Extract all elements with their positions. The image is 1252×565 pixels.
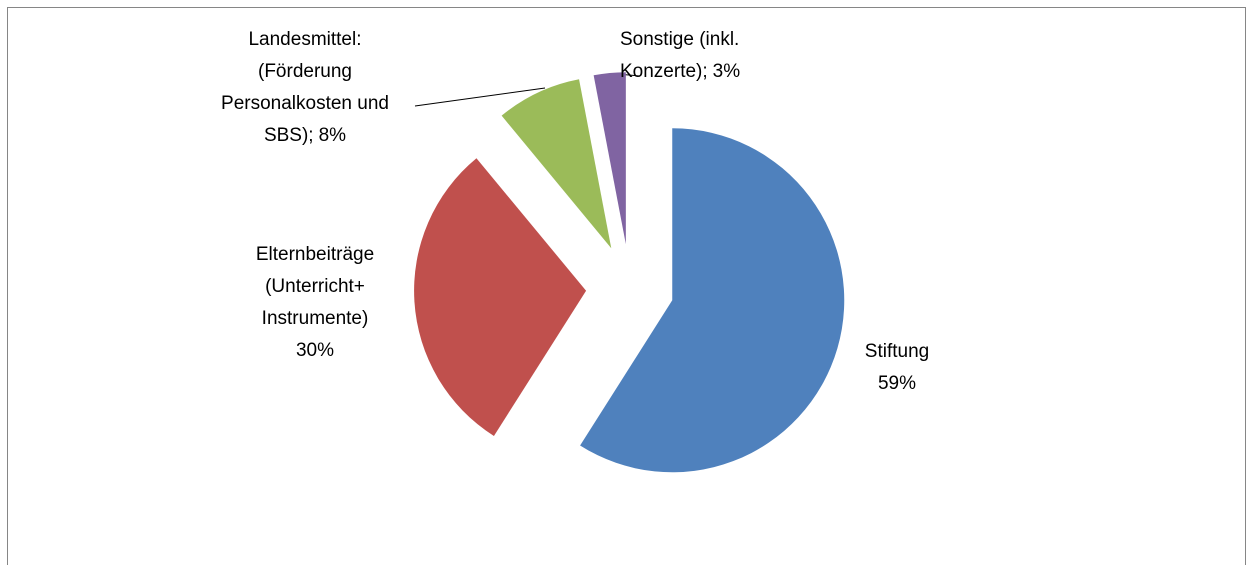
slice-label: Landesmittel: (Förderung Personalkosten un… [221,29,389,146]
value-label: 3% [713,61,741,82]
slice-label: Stiftung [865,341,929,362]
pie-slice [593,72,626,245]
slice-label: Sonstige (inkl. Konzerte); [620,29,739,82]
value-label: 30% [296,340,334,361]
value-label: 59% [878,373,916,394]
slice-label: Elternbeiträge (Unterricht+ Instrumente) [256,244,374,329]
pie-slice [501,79,612,249]
chart-frame [7,7,1246,565]
pie-slice [580,128,845,473]
pie-slice [414,158,587,436]
value-label: 8% [319,125,347,146]
leader-line [414,87,546,107]
